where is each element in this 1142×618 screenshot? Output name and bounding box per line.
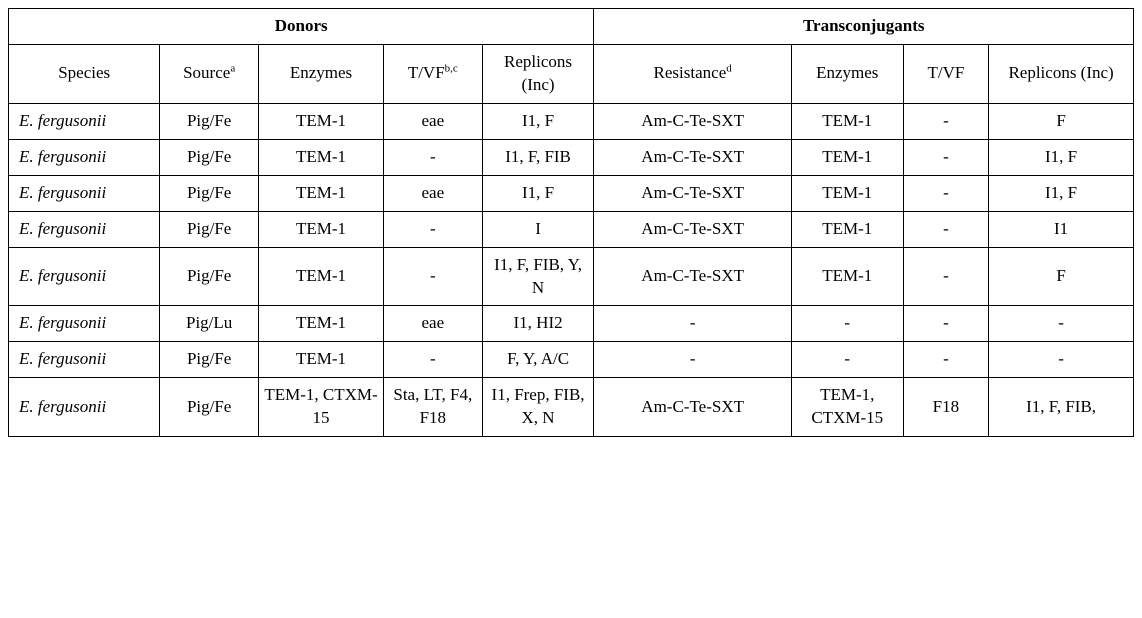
cell-resistance: Am-C-Te-SXT [594,247,791,306]
group-header-row: Donors Transconjugants [9,9,1134,45]
cell-source: Pig/Fe [160,247,259,306]
cell-donor-tvf: - [383,211,482,247]
table-row: E. fergusoniiPig/FeTEM-1, CTXM-15Sta, LT… [9,378,1134,437]
donors-transconjugants-table: Donors Transconjugants Species Sourcea E… [8,8,1134,437]
cell-species: E. fergusonii [9,378,160,437]
cell-tc-replicons: I1, F [989,139,1134,175]
cell-tc-enzymes: TEM-1 [791,211,903,247]
cell-source: Pig/Fe [160,139,259,175]
cell-source: Pig/Lu [160,306,259,342]
cell-donor-tvf: - [383,342,482,378]
cell-species: E. fergusonii [9,103,160,139]
cell-donor-replicons: I1, F [482,175,594,211]
cell-species: E. fergusonii [9,175,160,211]
cell-donor-enzymes: TEM-1 [258,247,383,306]
cell-source: Pig/Fe [160,175,259,211]
cell-tc-replicons: I1 [989,211,1134,247]
cell-donor-enzymes: TEM-1 [258,306,383,342]
col-resistance: Resistanced [594,44,791,103]
cell-source: Pig/Fe [160,378,259,437]
cell-tc-tvf: - [903,103,989,139]
table-body: E. fergusoniiPig/FeTEM-1eaeI1, FAm-C-Te-… [9,103,1134,436]
cell-donor-enzymes: TEM-1 [258,342,383,378]
cell-donor-enzymes: TEM-1, CTXM-15 [258,378,383,437]
donors-header: Donors [9,9,594,45]
cell-tc-enzymes: TEM-1 [791,139,903,175]
col-donor-replicons: Replicons (Inc) [482,44,594,103]
cell-donor-replicons: I1, F, FIB [482,139,594,175]
cell-donor-tvf: - [383,139,482,175]
cell-tc-tvf: F18 [903,378,989,437]
cell-species: E. fergusonii [9,306,160,342]
cell-tc-replicons: F [989,247,1134,306]
table-row: E. fergusoniiPig/FeTEM-1-IAm-C-Te-SXTTEM… [9,211,1134,247]
cell-donor-tvf: eae [383,175,482,211]
table-row: E. fergusoniiPig/FeTEM-1-I1, F, FIB, Y, … [9,247,1134,306]
table-row: E. fergusoniiPig/FeTEM-1-I1, F, FIBAm-C-… [9,139,1134,175]
cell-tc-tvf: - [903,247,989,306]
table-row: E. fergusoniiPig/LuTEM-1eaeI1, HI2---- [9,306,1134,342]
cell-source: Pig/Fe [160,342,259,378]
cell-donor-replicons: I1, F, FIB, Y, N [482,247,594,306]
cell-resistance: - [594,342,791,378]
cell-donor-tvf: Sta, LT, F4, F18 [383,378,482,437]
cell-resistance: Am-C-Te-SXT [594,211,791,247]
col-tc-replicons: Replicons (Inc) [989,44,1134,103]
cell-donor-replicons: I1, Frep, FIB, X, N [482,378,594,437]
cell-donor-replicons: I1, HI2 [482,306,594,342]
cell-tc-replicons: - [989,306,1134,342]
cell-resistance: Am-C-Te-SXT [594,139,791,175]
cell-source: Pig/Fe [160,103,259,139]
cell-donor-replicons: I [482,211,594,247]
table-row: E. fergusoniiPig/FeTEM-1eaeI1, FAm-C-Te-… [9,175,1134,211]
cell-donor-tvf: - [383,247,482,306]
cell-resistance: - [594,306,791,342]
cell-donor-replicons: I1, F [482,103,594,139]
cell-source: Pig/Fe [160,211,259,247]
cell-donor-tvf: eae [383,306,482,342]
cell-tc-replicons: I1, F [989,175,1134,211]
cell-tc-tvf: - [903,139,989,175]
cell-tc-enzymes: TEM-1 [791,175,903,211]
cell-resistance: Am-C-Te-SXT [594,103,791,139]
table-row: E. fergusoniiPig/FeTEM-1eaeI1, FAm-C-Te-… [9,103,1134,139]
cell-donor-enzymes: TEM-1 [258,175,383,211]
col-donor-enzymes: Enzymes [258,44,383,103]
cell-tc-tvf: - [903,306,989,342]
cell-species: E. fergusonii [9,139,160,175]
cell-donor-replicons: F, Y, A/C [482,342,594,378]
cell-resistance: Am-C-Te-SXT [594,378,791,437]
cell-tc-replicons: - [989,342,1134,378]
cell-tc-enzymes: - [791,342,903,378]
cell-species: E. fergusonii [9,342,160,378]
col-tc-enzymes: Enzymes [791,44,903,103]
col-species: Species [9,44,160,103]
sub-header-row: Species Sourcea Enzymes T/VFb,c Replicon… [9,44,1134,103]
cell-donor-enzymes: TEM-1 [258,211,383,247]
cell-tc-tvf: - [903,211,989,247]
col-tc-tvf: T/VF [903,44,989,103]
cell-tc-replicons: I1, F, FIB, [989,378,1134,437]
col-donor-tvf: T/VFb,c [383,44,482,103]
cell-tc-tvf: - [903,175,989,211]
cell-tc-enzymes: TEM-1 [791,247,903,306]
cell-donor-enzymes: TEM-1 [258,103,383,139]
cell-species: E. fergusonii [9,211,160,247]
cell-donor-enzymes: TEM-1 [258,139,383,175]
cell-tc-enzymes: TEM-1 [791,103,903,139]
cell-tc-tvf: - [903,342,989,378]
table-row: E. fergusoniiPig/FeTEM-1-F, Y, A/C---- [9,342,1134,378]
cell-tc-enzymes: - [791,306,903,342]
col-source: Sourcea [160,44,259,103]
cell-resistance: Am-C-Te-SXT [594,175,791,211]
transconjugants-header: Transconjugants [594,9,1134,45]
cell-species: E. fergusonii [9,247,160,306]
cell-tc-replicons: F [989,103,1134,139]
cell-donor-tvf: eae [383,103,482,139]
cell-tc-enzymes: TEM-1, CTXM-15 [791,378,903,437]
